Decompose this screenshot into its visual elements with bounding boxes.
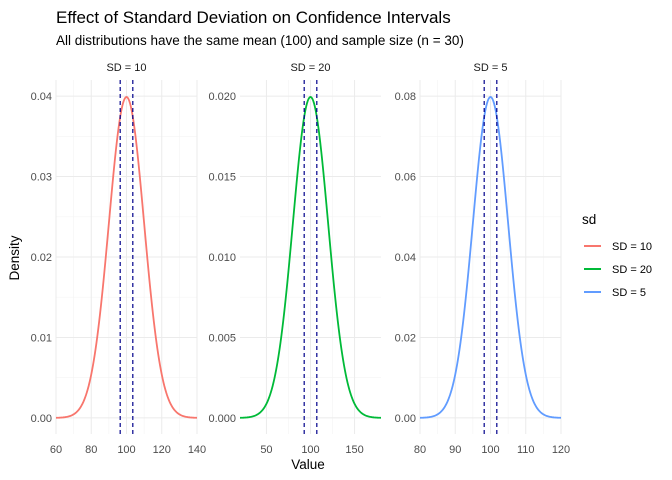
facet-panels: 60 80 100 120 140 0.00 0.01 0.02 0.03 0.04 SD = 10… <box>31 62 571 456</box>
y-tick-label: 0.01 <box>31 332 52 344</box>
chart-title: Effect of Standard Deviation on Confiden… <box>56 8 451 27</box>
x-axis-title: Value <box>291 457 325 472</box>
x-tick-label: 80 <box>414 444 426 456</box>
y-tick-label: 0.005 <box>208 332 236 344</box>
strip-label: SD = 20 <box>290 62 330 74</box>
legend-title: sd <box>582 212 596 227</box>
y-tick-label: 0.020 <box>208 91 236 103</box>
y-axis-title: Density <box>7 235 22 280</box>
y-tick-label: 0.08 <box>395 91 416 103</box>
legend-label-sd-20: SD = 20 <box>612 264 652 276</box>
y-tick-label: 0.000 <box>208 413 236 425</box>
strip-label: SD = 10 <box>106 62 146 74</box>
density-line-sd-5 <box>419 95 562 419</box>
density-line-sd-10 <box>55 95 198 419</box>
y-tick-label: 0.015 <box>208 172 236 184</box>
y-tick-label: 0.00 <box>395 413 416 425</box>
x-tick-label: 120 <box>552 444 570 456</box>
x-tick-label: 100 <box>117 444 135 456</box>
y-tick-label: 0.06 <box>395 172 416 184</box>
y-tick-label: 0.010 <box>208 252 236 264</box>
x-tick-label: 120 <box>153 444 171 456</box>
panel-sd-10: 60 80 100 120 140 0.00 0.01 0.02 0.03 0.04 SD = 10 <box>31 62 207 456</box>
legend-label-sd-5: SD = 5 <box>612 287 646 299</box>
x-tick-label: 140 <box>188 444 206 456</box>
y-tick-label: 0.04 <box>395 252 416 264</box>
y-tick-label: 0.02 <box>395 332 416 344</box>
x-tick-label: 110 <box>517 444 535 456</box>
y-tick-label: 0.03 <box>31 172 52 184</box>
legend: sd SD = 10 SD = 20 SD = 5 <box>582 212 652 299</box>
panel-sd-20: 50 100 150 0.000 0.005 0.010 0.015 0.020 SD = 20 <box>208 62 382 456</box>
chart-subtitle: All distributions have the same mean (10… <box>56 33 464 48</box>
y-tick-label: 0.04 <box>31 91 52 103</box>
y-tick-label: 0.02 <box>31 252 52 264</box>
x-tick-label: 150 <box>345 444 363 456</box>
strip-label: SD = 5 <box>474 62 508 74</box>
x-tick-label: 50 <box>260 444 272 456</box>
x-tick-label: 90 <box>449 444 461 456</box>
panel-sd-5: 80 90 100 110 120 0.00 0.02 0.04 0.06 0.08 SD = 5 <box>395 62 571 456</box>
density-line-sd-20 <box>239 95 382 419</box>
x-tick-label: 60 <box>50 444 62 456</box>
x-tick-label: 100 <box>481 444 499 456</box>
legend-label-sd-10: SD = 10 <box>612 241 652 253</box>
x-tick-label: 80 <box>85 444 97 456</box>
y-tick-label: 0.00 <box>31 413 52 425</box>
x-tick-label: 100 <box>301 444 319 456</box>
